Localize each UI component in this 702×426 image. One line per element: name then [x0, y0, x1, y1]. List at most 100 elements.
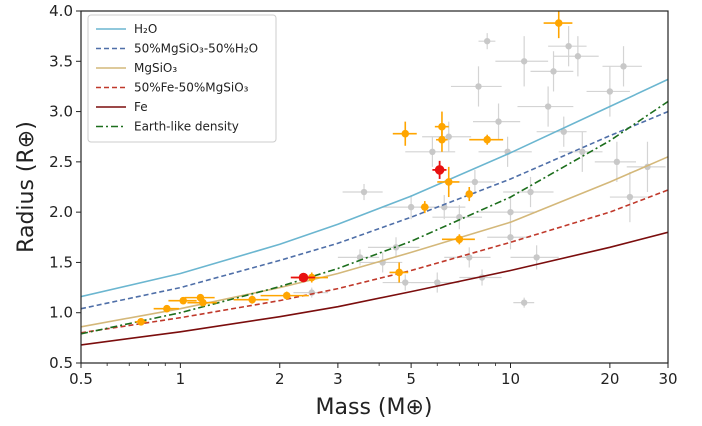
- y-tick-label: 1.0: [49, 304, 73, 322]
- background-marker: [434, 279, 441, 286]
- background-point: [473, 103, 521, 140]
- special-marker: [434, 165, 445, 175]
- highlight-marker: [179, 296, 188, 305]
- highlight-marker: [465, 190, 474, 198]
- y-tick-label: 2.5: [49, 153, 73, 171]
- x-tick-label: 2: [275, 370, 285, 388]
- background-marker: [527, 188, 534, 196]
- background-marker: [429, 148, 436, 155]
- y-tick-label: 0.5: [49, 354, 73, 372]
- background-marker: [544, 103, 552, 110]
- legend-entry: H₂O: [96, 22, 157, 36]
- background-marker: [471, 178, 479, 186]
- highlight-point: [465, 187, 474, 202]
- background-point: [602, 46, 642, 87]
- background-marker: [495, 118, 502, 125]
- background-marker: [483, 37, 491, 45]
- highlight-marker: [554, 19, 563, 27]
- highlight-point: [153, 304, 179, 313]
- x-axis-title: Mass (M⊕): [316, 395, 433, 420]
- highlight-point: [389, 262, 409, 283]
- highlight-point: [436, 127, 448, 152]
- legend-label: Earth-like density: [134, 120, 239, 134]
- background-marker: [613, 158, 621, 166]
- background-marker: [507, 208, 514, 216]
- highlight-point: [437, 166, 460, 198]
- background-point: [594, 141, 637, 182]
- background-point: [510, 245, 559, 270]
- legend-entry: Earth-like density: [96, 120, 239, 134]
- background-point: [487, 225, 531, 250]
- legend-entry: MgSiO₃: [96, 61, 177, 75]
- background-marker: [533, 254, 540, 261]
- background-point: [478, 33, 496, 50]
- legend-entry: 50%Fe-50%MgSiO₃: [96, 81, 249, 95]
- curve-50-mgsio3-50-h2o: [81, 110, 668, 310]
- background-point: [342, 183, 383, 201]
- background-point: [558, 131, 603, 172]
- y-tick-label: 2.0: [49, 203, 73, 221]
- background-marker: [520, 299, 528, 306]
- highlight-marker: [444, 178, 453, 186]
- highlight-point: [187, 298, 217, 307]
- y-axis-title: Radius (R⊕): [14, 121, 39, 253]
- highlight-point: [543, 11, 573, 39]
- background-marker: [308, 289, 315, 296]
- background-marker: [626, 193, 634, 201]
- background-marker: [360, 188, 368, 196]
- background-point: [586, 66, 630, 117]
- background-point: [536, 116, 587, 147]
- highlight-marker: [438, 135, 446, 144]
- background-points: [293, 26, 666, 308]
- background-point: [503, 176, 554, 208]
- curve-mgsio3: [81, 156, 668, 328]
- background-marker: [565, 43, 572, 50]
- legend-label: H₂O: [134, 22, 157, 36]
- legend: H₂O 50%MgSiO₃-50%H₂O MgSiO₃ 50%Fe-50%MgSiO₃…: [87, 14, 277, 143]
- legend-box: [87, 14, 277, 143]
- legend-label: 50%Fe-50%MgSiO₃: [134, 81, 249, 95]
- x-tick-label: 3: [333, 370, 343, 388]
- special-marker: [298, 272, 309, 283]
- highlight-point: [168, 296, 197, 305]
- background-marker: [520, 58, 528, 65]
- y-tick-label: 4.0: [49, 2, 73, 20]
- background-point: [382, 274, 425, 291]
- highlight-point: [420, 201, 429, 214]
- highlight-marker: [137, 317, 145, 326]
- background-marker: [402, 279, 409, 286]
- background-point: [450, 66, 502, 107]
- highlight-point: [233, 295, 269, 304]
- x-tick-label: 10: [501, 370, 520, 388]
- highlight-marker: [438, 122, 446, 131]
- background-marker: [606, 88, 614, 95]
- background-point: [432, 205, 483, 230]
- background-point: [495, 36, 549, 87]
- highlight-marker: [248, 295, 256, 304]
- highlight-marker: [483, 135, 491, 144]
- background-marker: [475, 83, 482, 90]
- plot-frame: [80, 10, 669, 364]
- axis-ticks: 0.5 1 2 3 5 10 20 30 0.5 1.0 1.5 2.0 2.5 3.0 3.5 4.0: [49, 2, 677, 388]
- highlight-point: [260, 291, 309, 300]
- special-point: [432, 160, 447, 179]
- background-point: [367, 237, 420, 258]
- y-tick-label: 3.5: [49, 52, 73, 70]
- highlight-point: [135, 317, 147, 326]
- background-marker: [550, 68, 557, 75]
- x-tick-label: 20: [600, 370, 619, 388]
- y-tick-label: 3.0: [49, 103, 73, 121]
- highlight-marker: [455, 235, 464, 244]
- legend-label: Fe: [134, 100, 148, 114]
- highlight-marker: [282, 291, 291, 300]
- highlight-point: [441, 234, 475, 245]
- highlight-marker: [401, 129, 410, 138]
- background-marker: [407, 203, 415, 211]
- background-point: [530, 51, 574, 92]
- background-point: [609, 171, 648, 223]
- background-point: [517, 86, 574, 127]
- background-marker: [466, 254, 473, 261]
- highlight-marker: [395, 268, 403, 277]
- curve-fe: [81, 231, 668, 346]
